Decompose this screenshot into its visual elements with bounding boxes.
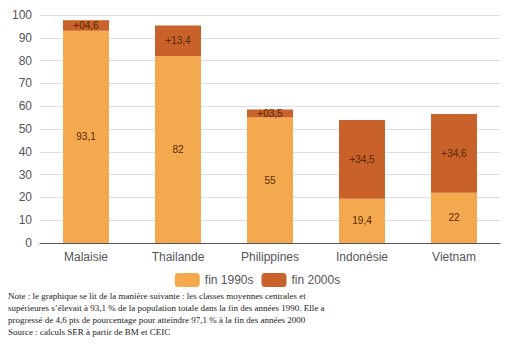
svg-text:Note : le graphique se lit de: Note : le graphique se lit de la manière… [8,291,306,301]
svg-text:60: 60 [19,99,33,113]
svg-text:+34,5: +34,5 [349,154,375,165]
svg-text:70: 70 [19,76,33,90]
svg-text:Philippines: Philippines [241,250,299,264]
svg-text:93,1: 93,1 [76,131,96,142]
svg-text:Source : calculs SER à partir: Source : calculs SER à partir de BM et C… [8,327,170,337]
svg-text:fin 1990s: fin 1990s [205,273,254,287]
svg-text:+13,4: +13,4 [165,35,191,46]
svg-text:0: 0 [25,236,32,250]
svg-text:+03,5: +03,5 [257,108,283,119]
svg-text:Vietnam: Vietnam [432,250,476,264]
svg-text:55: 55 [264,175,276,186]
svg-text:fin 2000s: fin 2000s [292,273,341,287]
svg-text:19,4: 19,4 [352,215,372,226]
svg-text:progressé de 4,6 pts de pource: progressé de 4,6 pts de pourcentage pour… [8,315,306,325]
svg-text:20: 20 [19,190,33,204]
svg-text:22: 22 [448,212,460,223]
svg-text:Malaisie: Malaisie [64,250,108,264]
svg-text:+04,6: +04,6 [73,20,99,31]
svg-text:+34,6: +34,6 [441,148,467,159]
svg-text:40: 40 [19,145,33,159]
svg-text:30: 30 [19,168,33,182]
svg-text:100: 100 [12,8,32,22]
svg-text:10: 10 [19,213,33,227]
svg-text:82: 82 [172,144,184,155]
svg-text:supérieures s’élevait à 93,1 %: supérieures s’élevait à 93,1 % de la pop… [8,303,324,313]
svg-text:Indonésie: Indonésie [336,250,388,264]
svg-text:80: 80 [19,54,33,68]
svg-text:Thailande: Thailande [152,250,205,264]
svg-text:50: 50 [19,122,33,136]
svg-text:90: 90 [19,31,33,45]
